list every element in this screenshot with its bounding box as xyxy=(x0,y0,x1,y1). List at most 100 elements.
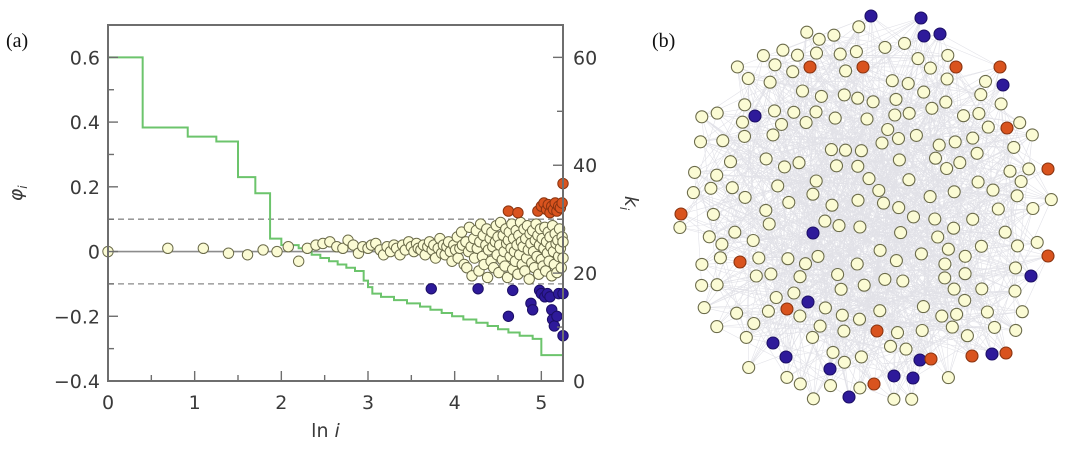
network-node-neutral xyxy=(829,159,844,173)
network-node-neutral xyxy=(947,282,961,296)
network-node-neutral xyxy=(769,290,783,305)
network-node-neutral xyxy=(932,138,946,152)
network-node-neutral xyxy=(905,392,919,406)
panel-a-ticks: 0 1 2 3 4 5 −0.4 −0.2 0 0.2 0.4 0.6 0 20 40 60 xyxy=(54,24,597,414)
y-tick-label: −0.2 xyxy=(54,306,100,328)
x-tick-label: 2 xyxy=(275,392,287,414)
network-node-neutral xyxy=(862,172,876,186)
network-node-neutral xyxy=(735,115,750,129)
network-node-neutral xyxy=(866,95,880,109)
network-node-neutral xyxy=(695,278,709,292)
network-nodes xyxy=(673,9,1058,406)
network-node-neutral xyxy=(814,89,828,103)
network-node-neutral xyxy=(730,60,744,74)
network-node-neutral xyxy=(835,308,849,322)
network-node-neutral xyxy=(715,237,729,251)
network-node-negative xyxy=(996,78,1010,92)
network-node-neutral xyxy=(878,40,892,54)
network-node-neutral xyxy=(828,111,842,125)
scatter-point-negative xyxy=(502,310,515,322)
network-node-neutral xyxy=(941,242,955,256)
network-node-neutral xyxy=(706,207,720,221)
network-node-neutral xyxy=(739,330,753,344)
network-node-negative xyxy=(842,390,856,404)
network-node-neutral xyxy=(832,219,846,233)
network-node-neutral xyxy=(916,300,930,314)
network-node-neutral xyxy=(928,212,942,226)
network-node-neutral xyxy=(941,371,955,385)
network-node-positive xyxy=(949,60,963,74)
network-node-negative xyxy=(806,226,820,240)
scatter-point-neutral xyxy=(501,271,514,284)
network-node-neutral xyxy=(1003,164,1017,178)
network-node-neutral xyxy=(818,301,832,315)
network-node-neutral xyxy=(710,106,724,120)
network-node-neutral xyxy=(878,272,892,286)
network-node-neutral xyxy=(768,58,782,72)
network-node-neutral xyxy=(991,202,1005,216)
network-node-neutral xyxy=(975,282,989,296)
network-node-neutral xyxy=(702,230,716,244)
y-tick-label: 0 xyxy=(88,242,100,264)
network-node-neutral xyxy=(986,183,1000,197)
network-node-neutral xyxy=(806,392,820,406)
network-node-neutral xyxy=(793,270,807,284)
scatter-point-neutral xyxy=(197,242,210,255)
network-node-neutral xyxy=(823,379,838,393)
scatter-point-neutral xyxy=(257,244,269,256)
scatter-point-positive xyxy=(512,207,524,219)
panel-b-label: (b) xyxy=(652,30,675,52)
network-node-neutral xyxy=(824,143,838,157)
network-node-neutral xyxy=(704,181,718,195)
network-node-neutral xyxy=(940,72,954,86)
network-node-neutral xyxy=(771,179,785,193)
scatter-point-neutral xyxy=(282,240,294,253)
network-node-neutral xyxy=(998,225,1012,239)
network-node-neutral xyxy=(737,129,752,143)
y2-axis-title: ki xyxy=(617,196,642,211)
network-node-neutral xyxy=(1013,116,1027,130)
network-node-neutral xyxy=(883,339,898,353)
x-tick-label: 0 xyxy=(102,392,114,414)
network-node-neutral xyxy=(940,161,954,176)
network-node-neutral xyxy=(896,274,910,288)
network-node-neutral xyxy=(987,320,1002,334)
network-node-neutral xyxy=(713,251,727,265)
network-node-neutral xyxy=(710,278,724,292)
network-node-neutral xyxy=(786,65,800,79)
y-axis-title: φi xyxy=(5,185,30,202)
network-node-negative xyxy=(779,350,793,364)
network-node-neutral xyxy=(800,25,814,39)
network-node-neutral xyxy=(851,159,865,173)
network-node-neutral xyxy=(787,105,801,119)
network-node-neutral xyxy=(1007,140,1021,154)
network-node-neutral xyxy=(1044,193,1058,207)
network-node-positive xyxy=(674,207,688,221)
network-node-neutral xyxy=(970,146,984,160)
network-node-negative xyxy=(823,362,837,376)
network-node-neutral xyxy=(774,117,789,131)
network-node-neutral xyxy=(885,74,899,88)
network-node-negative xyxy=(933,27,947,41)
network-node-neutral xyxy=(738,190,752,204)
x-axis-title: ln i xyxy=(311,420,340,442)
scatter-point-negative xyxy=(507,284,519,297)
network-node-neutral xyxy=(767,104,782,118)
network-node-neutral xyxy=(894,226,908,240)
network-node-neutral xyxy=(939,95,953,109)
scatter-point-neutral xyxy=(162,242,174,255)
network-node-neutral xyxy=(725,181,739,195)
scatter-point-neutral xyxy=(337,242,349,255)
scatter-point-neutral xyxy=(555,262,567,274)
network-node-neutral xyxy=(838,143,853,157)
network-node-negative xyxy=(887,369,901,383)
network-node-neutral xyxy=(923,190,937,204)
scatter-point-neutral xyxy=(461,262,473,274)
network-node-neutral xyxy=(872,183,886,198)
network-node-neutral xyxy=(780,370,794,384)
network-node-neutral xyxy=(902,173,916,187)
network-node-negative xyxy=(906,371,920,385)
network-node-neutral xyxy=(811,249,825,263)
network-node-neutral xyxy=(890,326,905,340)
network-node-neutral xyxy=(881,122,895,137)
